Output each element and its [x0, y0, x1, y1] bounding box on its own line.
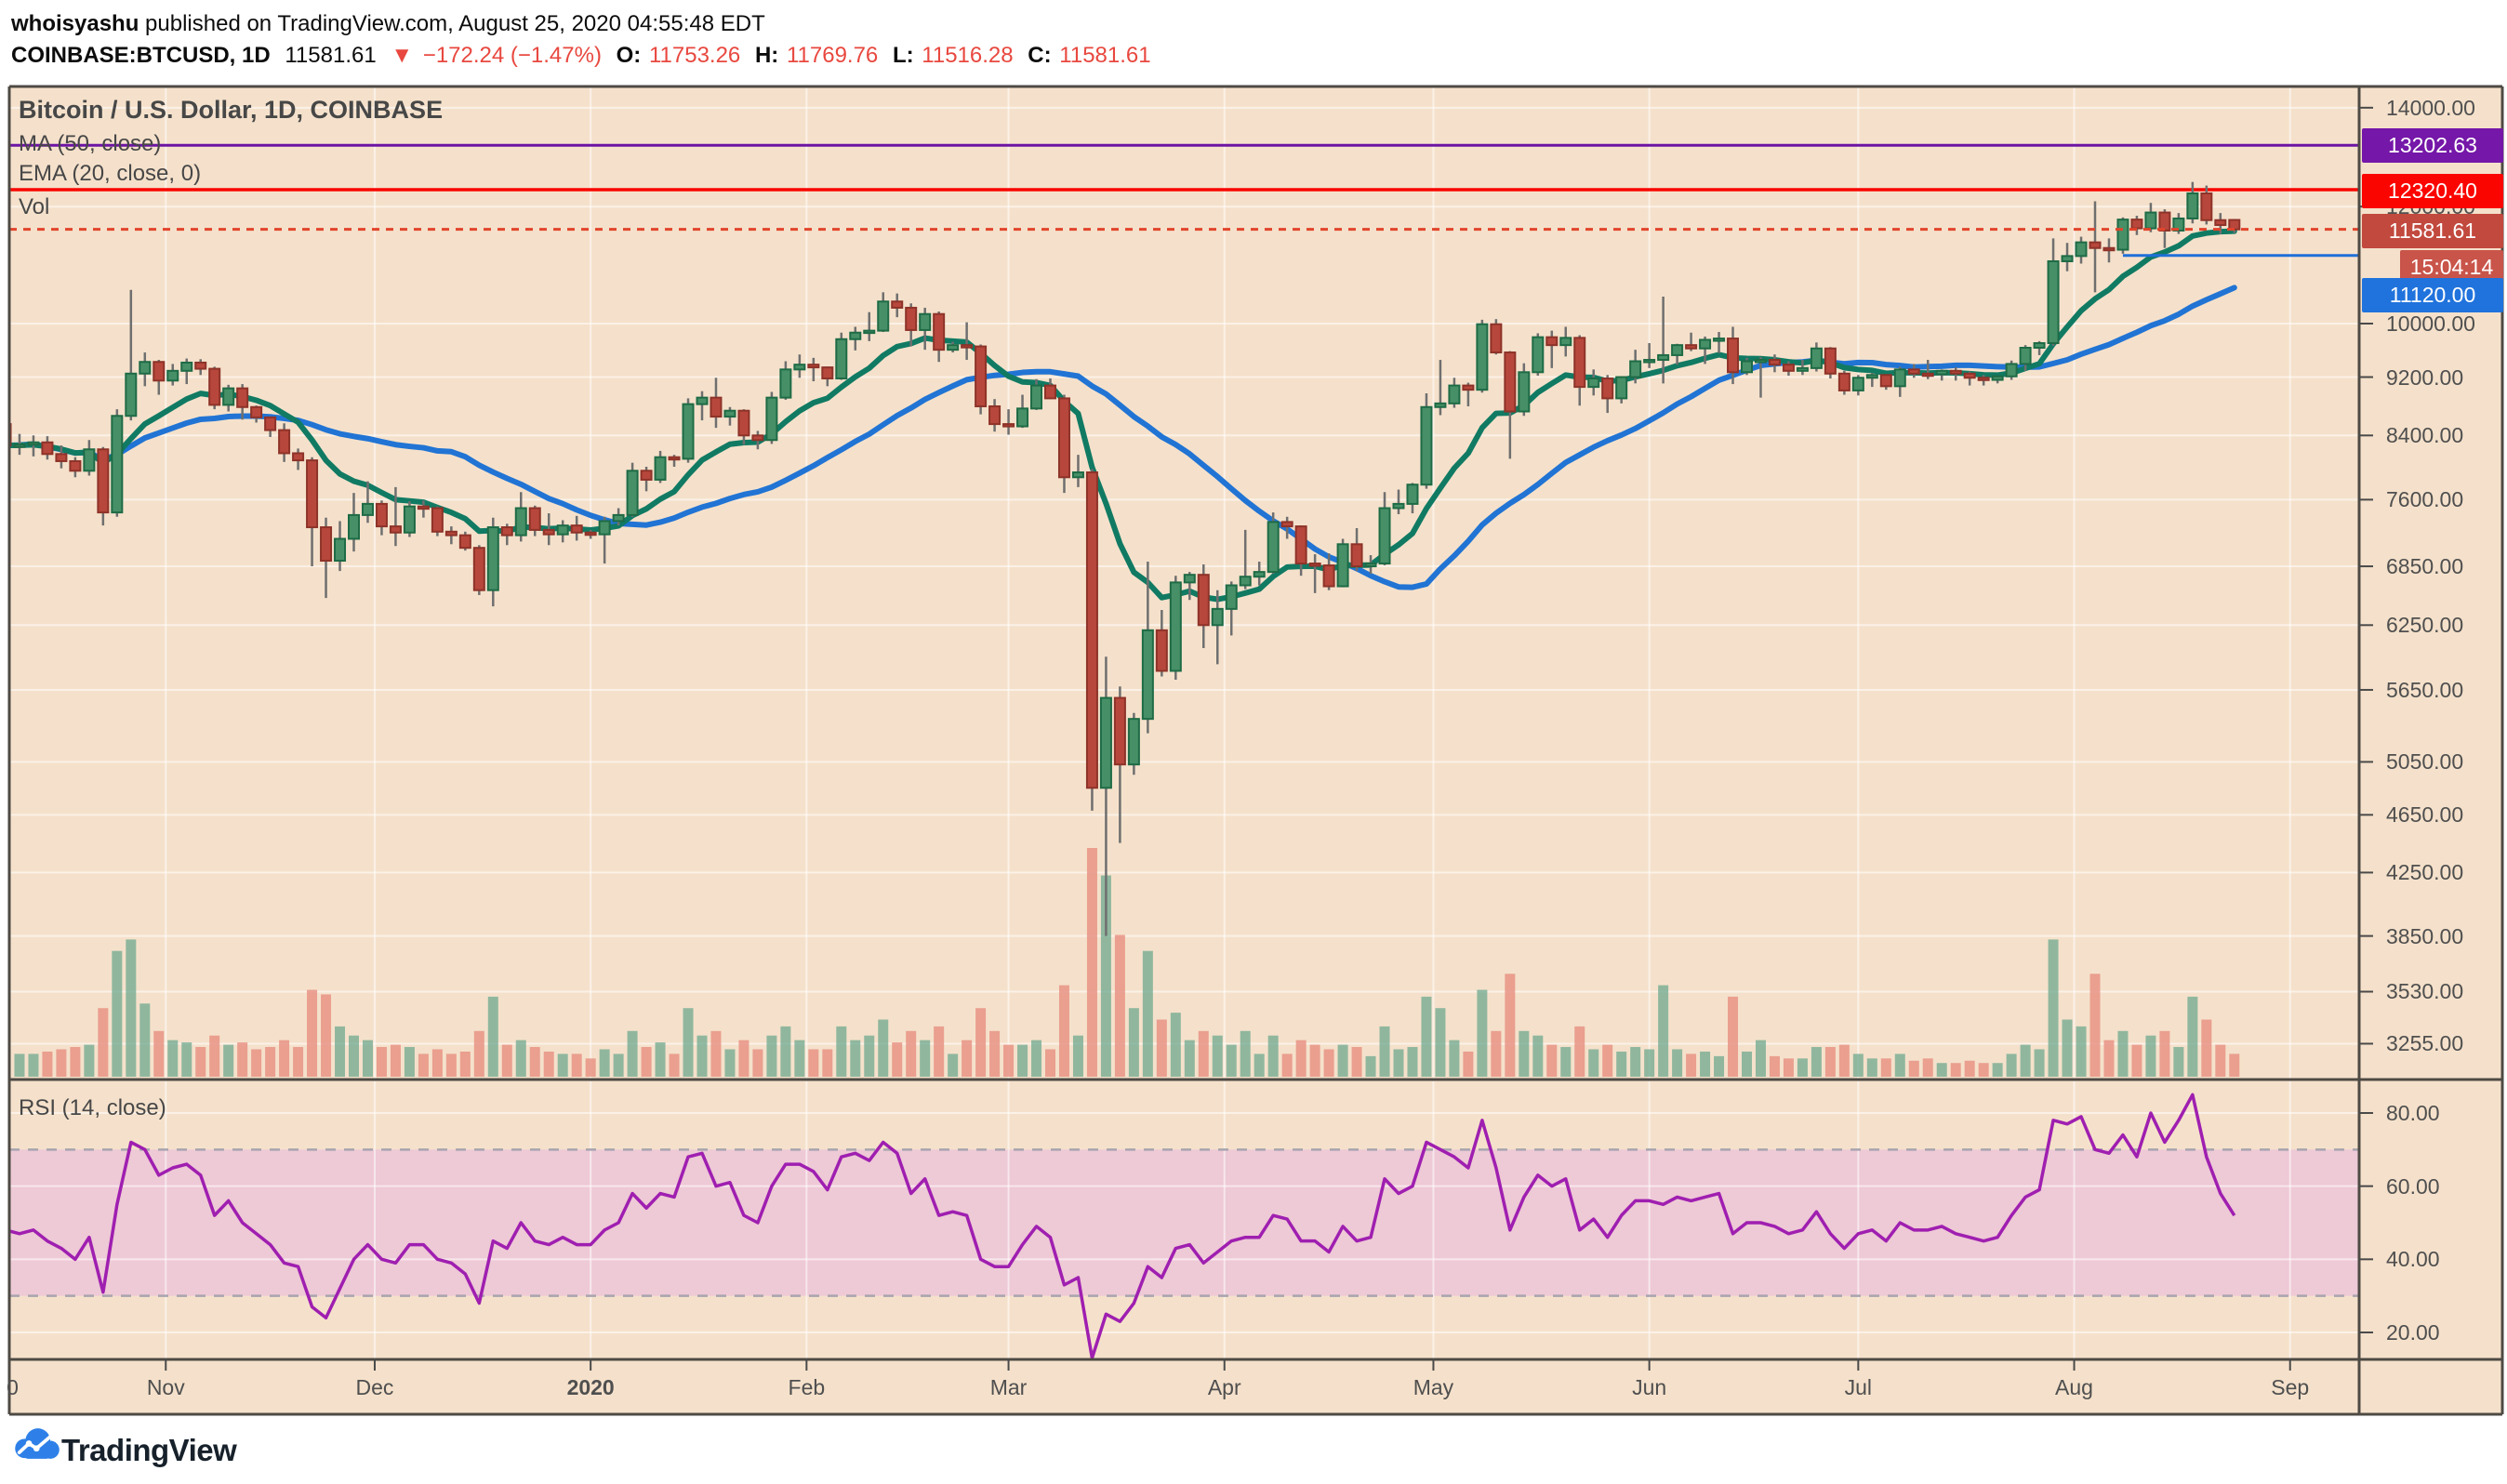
- time-axis-label: May: [1413, 1375, 1454, 1399]
- tradingview-logo-icon[interactable]: [13, 1425, 61, 1464]
- price-tick-label: 6250.00: [2386, 613, 2464, 638]
- rsi-tick-label: 80.00: [2386, 1101, 2440, 1125]
- legend-ma50[interactable]: MA (50, close): [19, 131, 162, 156]
- rsi-pane[interactable]: [6, 1081, 2359, 1359]
- high-value: 11769.76: [786, 43, 879, 68]
- price-tick-label: 9200.00: [2386, 364, 2464, 390]
- close-label: C:: [1028, 43, 1052, 68]
- price-tick-label: 5050.00: [2386, 749, 2464, 775]
- price-tick-label: 6850.00: [2386, 554, 2464, 579]
- time-axis-label: Feb: [788, 1375, 826, 1399]
- ema20-line: [9, 228, 2237, 603]
- price-badge-blue-level: 11120.00: [2362, 278, 2503, 312]
- rsi-tick-label: 40.00: [2386, 1247, 2440, 1272]
- time-axis-label: Apr: [1207, 1375, 1241, 1399]
- legend-ema20[interactable]: EMA (20, close, 0): [19, 161, 202, 186]
- legend-volume[interactable]: Vol: [19, 194, 50, 219]
- price-tick-label: 4250.00: [2386, 860, 2464, 885]
- price-tick-label: 10000.00: [2386, 311, 2475, 336]
- price-tick-label: 4650.00: [2386, 802, 2464, 828]
- time-axis-label: 0: [7, 1375, 19, 1399]
- symbol-label: COINBASE:BTCUSD, 1D: [11, 43, 271, 68]
- time-axis-label: Jun: [1632, 1375, 1667, 1399]
- time-axis-label: Aug: [2055, 1375, 2093, 1399]
- price-tick-label: 3255.00: [2386, 1031, 2464, 1056]
- time-scale[interactable]: [9, 1359, 2359, 1415]
- price-tick-label: 3850.00: [2386, 923, 2464, 948]
- open-label: O:: [616, 43, 642, 68]
- rsi-tick-label: 60.00: [2386, 1173, 2440, 1199]
- ma50-line: [9, 285, 2237, 590]
- open-value: 11753.26: [648, 43, 741, 68]
- time-axis-label: Mar: [989, 1375, 1028, 1399]
- chart-legend-title[interactable]: Bitcoin / U.S. Dollar, 1D, COINBASE: [19, 96, 444, 124]
- price-tick-label: 3530.00: [2386, 979, 2464, 1004]
- symbol-ohlc-row: COINBASE:BTCUSD, 1D 11581.61 ▼ −172.24 (…: [11, 43, 1160, 69]
- price-badge-red-level: 12320.40: [2362, 174, 2503, 208]
- change-value: −172.24 (−1.47%): [422, 43, 602, 68]
- low-label: L:: [892, 43, 914, 68]
- time-axis-label: Nov: [146, 1375, 185, 1399]
- close-value: 11581.61: [1059, 43, 1151, 68]
- tradingview-logo-text[interactable]: TradingView: [61, 1433, 237, 1467]
- change-down-arrow-icon: ▼: [391, 43, 414, 68]
- high-label: H:: [754, 43, 779, 68]
- price-badge-last-price: 11581.61: [2362, 214, 2503, 248]
- price-tick-label: 7600.00: [2386, 487, 2464, 512]
- price-badge-purple-level: 13202.63: [2362, 128, 2503, 163]
- price-tick-label: 8400.00: [2386, 423, 2464, 448]
- price-tick-label: 5650.00: [2386, 677, 2464, 702]
- price-tick-label: 14000.00: [2386, 95, 2475, 120]
- author-name: whoisyashu: [11, 11, 139, 36]
- time-axis-label: 2020: [566, 1375, 615, 1399]
- low-value: 11516.28: [922, 43, 1014, 68]
- volume-series: [9, 848, 2240, 1077]
- time-axis-label: Dec: [355, 1375, 394, 1399]
- byline-text: published on TradingView.com, August 25,…: [139, 11, 765, 36]
- publish-byline: whoisyashu published on TradingView.com,…: [11, 11, 765, 37]
- time-axis-label: Jul: [1844, 1375, 1873, 1399]
- time-axis-label: Sep: [2271, 1375, 2310, 1399]
- candlestick-series: [9, 181, 2241, 936]
- rsi-tick-label: 20.00: [2386, 1319, 2440, 1345]
- price-scale[interactable]: [2359, 86, 2502, 1415]
- last-price-value: 11581.61: [285, 43, 377, 68]
- main-pane[interactable]: [1, 86, 2360, 1079]
- legend-rsi[interactable]: RSI (14, close): [19, 1095, 166, 1120]
- rsi-band: [9, 1149, 2359, 1296]
- rsi-series-line: [9, 1093, 2236, 1359]
